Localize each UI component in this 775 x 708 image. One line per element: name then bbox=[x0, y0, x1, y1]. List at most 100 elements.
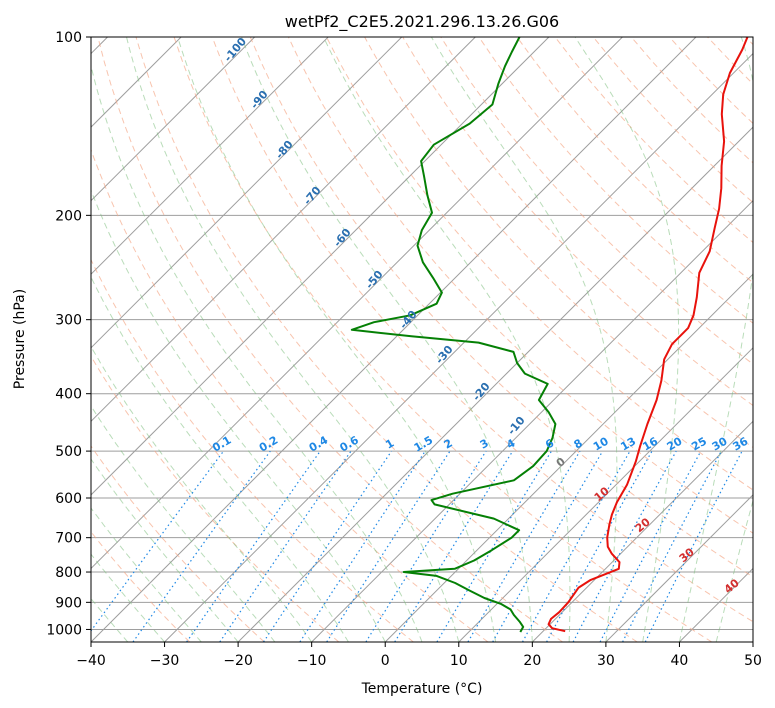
mixing-ratio-line bbox=[299, 450, 426, 642]
y-tick-label: 700 bbox=[55, 531, 82, 547]
y-tick-label: 200 bbox=[55, 208, 82, 224]
dry-adiabat-label: -30 bbox=[433, 343, 456, 367]
dry-adiabat-line bbox=[554, 37, 753, 244]
mixing-ratio-line bbox=[436, 450, 553, 642]
moist-adiabat-line bbox=[91, 458, 239, 642]
mixing-ratio-line bbox=[326, 450, 451, 642]
y-axis-label: Pressure (hPa) bbox=[12, 289, 28, 389]
dry-adiabat-line bbox=[707, 37, 753, 85]
isotherm-line bbox=[237, 126, 753, 642]
mixing-ratio-line bbox=[644, 450, 743, 642]
y-tick-label: 100 bbox=[55, 30, 82, 46]
isotherm-line bbox=[91, 37, 329, 275]
mixing-ratio-line bbox=[599, 450, 702, 642]
mixing-ratio-label: 2 bbox=[442, 437, 455, 452]
x-axis-ticks: −40 −30 −20 −10 0 10 20 30 40 50 bbox=[76, 642, 762, 669]
dry-adiabat-label: -90 bbox=[248, 88, 271, 112]
dry-adiabat-label: -80 bbox=[273, 138, 296, 162]
dry-adiabat-label: -100 bbox=[221, 35, 249, 65]
y-tick-label: 800 bbox=[55, 565, 82, 581]
moist-adiabat-line bbox=[126, 37, 460, 642]
moist-adiabat-line bbox=[91, 188, 386, 642]
mixing-ratio-line bbox=[219, 450, 352, 642]
dry-adiabat-line bbox=[91, 258, 414, 642]
moist-adiabat-label: 30 bbox=[677, 545, 697, 565]
moist-adiabat-line bbox=[678, 37, 753, 642]
moist-adiabat-line bbox=[241, 37, 533, 642]
isotherm-line bbox=[531, 420, 753, 642]
isotherm-line bbox=[384, 273, 753, 642]
isotherm-line bbox=[91, 37, 697, 642]
dewpoint-trace bbox=[350, 37, 557, 633]
moist-adiabat-line bbox=[574, 37, 680, 642]
isotherm-line bbox=[91, 37, 256, 202]
moist-adiabat-line bbox=[91, 553, 165, 642]
dry-adiabat-label: -10 bbox=[505, 414, 528, 438]
y-tick-label: 600 bbox=[55, 491, 82, 507]
dry-adiabat-line bbox=[91, 355, 340, 642]
y-tick-label: 1000 bbox=[46, 622, 82, 638]
mixing-ratio-label: 4 bbox=[504, 436, 517, 451]
temperature-trace bbox=[547, 37, 749, 633]
y-tick-label: 500 bbox=[55, 444, 82, 460]
dry-adiabat-line bbox=[745, 37, 753, 46]
dry-adiabat-line bbox=[91, 148, 489, 642]
dry-adiabat-line bbox=[326, 37, 753, 491]
x-tick-label: 30 bbox=[597, 653, 615, 669]
moist-adiabat-line bbox=[91, 405, 276, 642]
dry-adiabat-label: -60 bbox=[331, 226, 354, 250]
mixing-ratio-line bbox=[186, 450, 321, 642]
moist-adiabat-line bbox=[715, 498, 753, 642]
x-tick-label: −30 bbox=[150, 653, 180, 669]
dry-adiabat-label: -70 bbox=[301, 184, 324, 208]
mixing-ratio-label: 6 bbox=[543, 436, 556, 451]
line-labels: 0.1 0.2 0.4 0.6 1 1.5 2 3 4 6 8 10 13 16 20 25 30 36-100-… bbox=[210, 35, 750, 596]
moist-adiabat-label: 0 bbox=[554, 455, 568, 470]
x-tick-label: 40 bbox=[671, 653, 689, 669]
isotherm-line bbox=[458, 347, 753, 642]
dry-adiabat-line bbox=[211, 37, 753, 623]
x-axis-label: Temperature (°C) bbox=[361, 681, 483, 697]
isotherm-line bbox=[752, 641, 753, 642]
dry-adiabat-label: -20 bbox=[470, 380, 493, 404]
moist-adiabat-line bbox=[752, 640, 753, 642]
x-tick-label: 20 bbox=[523, 653, 541, 669]
mixing-ratio-line bbox=[132, 450, 271, 642]
moist-adiabat-line bbox=[91, 597, 129, 642]
x-tick-label: 10 bbox=[450, 653, 468, 669]
dry-adiabat-line bbox=[135, 37, 638, 642]
y-tick-label: 300 bbox=[55, 313, 82, 329]
mixing-ratio-line bbox=[394, 450, 514, 642]
dry-adiabat-line bbox=[97, 37, 563, 642]
moist-adiabat-line bbox=[91, 507, 202, 642]
background-lines bbox=[91, 37, 753, 642]
mixing-ratio-line bbox=[467, 450, 581, 642]
dry-adiabat-line bbox=[249, 37, 753, 578]
moist-adiabat-label: 40 bbox=[722, 576, 742, 596]
dry-adiabat-label: -50 bbox=[363, 268, 386, 292]
isotherm-line bbox=[311, 199, 753, 642]
isotherm-line bbox=[164, 52, 753, 642]
x-tick-label: 50 bbox=[744, 653, 762, 669]
dry-adiabat-line bbox=[516, 37, 753, 284]
dry-adiabat-line bbox=[91, 531, 191, 642]
moist-adiabat-line bbox=[91, 64, 423, 642]
isotherm-line bbox=[91, 37, 623, 570]
y-tick-label: 900 bbox=[55, 595, 82, 611]
moist-adiabat-line bbox=[430, 37, 618, 642]
mixing-ratio-line bbox=[91, 450, 224, 632]
plot-frame bbox=[90, 36, 754, 643]
mixing-ratio-line bbox=[365, 450, 487, 642]
isotherm-line bbox=[679, 567, 753, 642]
moist-adiabat-label: 20 bbox=[633, 515, 653, 535]
x-tick-label: −10 bbox=[297, 653, 327, 669]
isotherm-line bbox=[605, 494, 753, 642]
profile-traces bbox=[350, 37, 749, 633]
x-tick-label: −40 bbox=[76, 653, 106, 669]
isotherm-line bbox=[91, 37, 550, 496]
dry-adiabat-line bbox=[478, 37, 753, 324]
y-axis-ticks: 1000 900 800 700 600 500 400 300 200 100 bbox=[46, 30, 91, 638]
dry-adiabat-line bbox=[91, 445, 265, 642]
x-tick-label: −20 bbox=[223, 653, 253, 669]
